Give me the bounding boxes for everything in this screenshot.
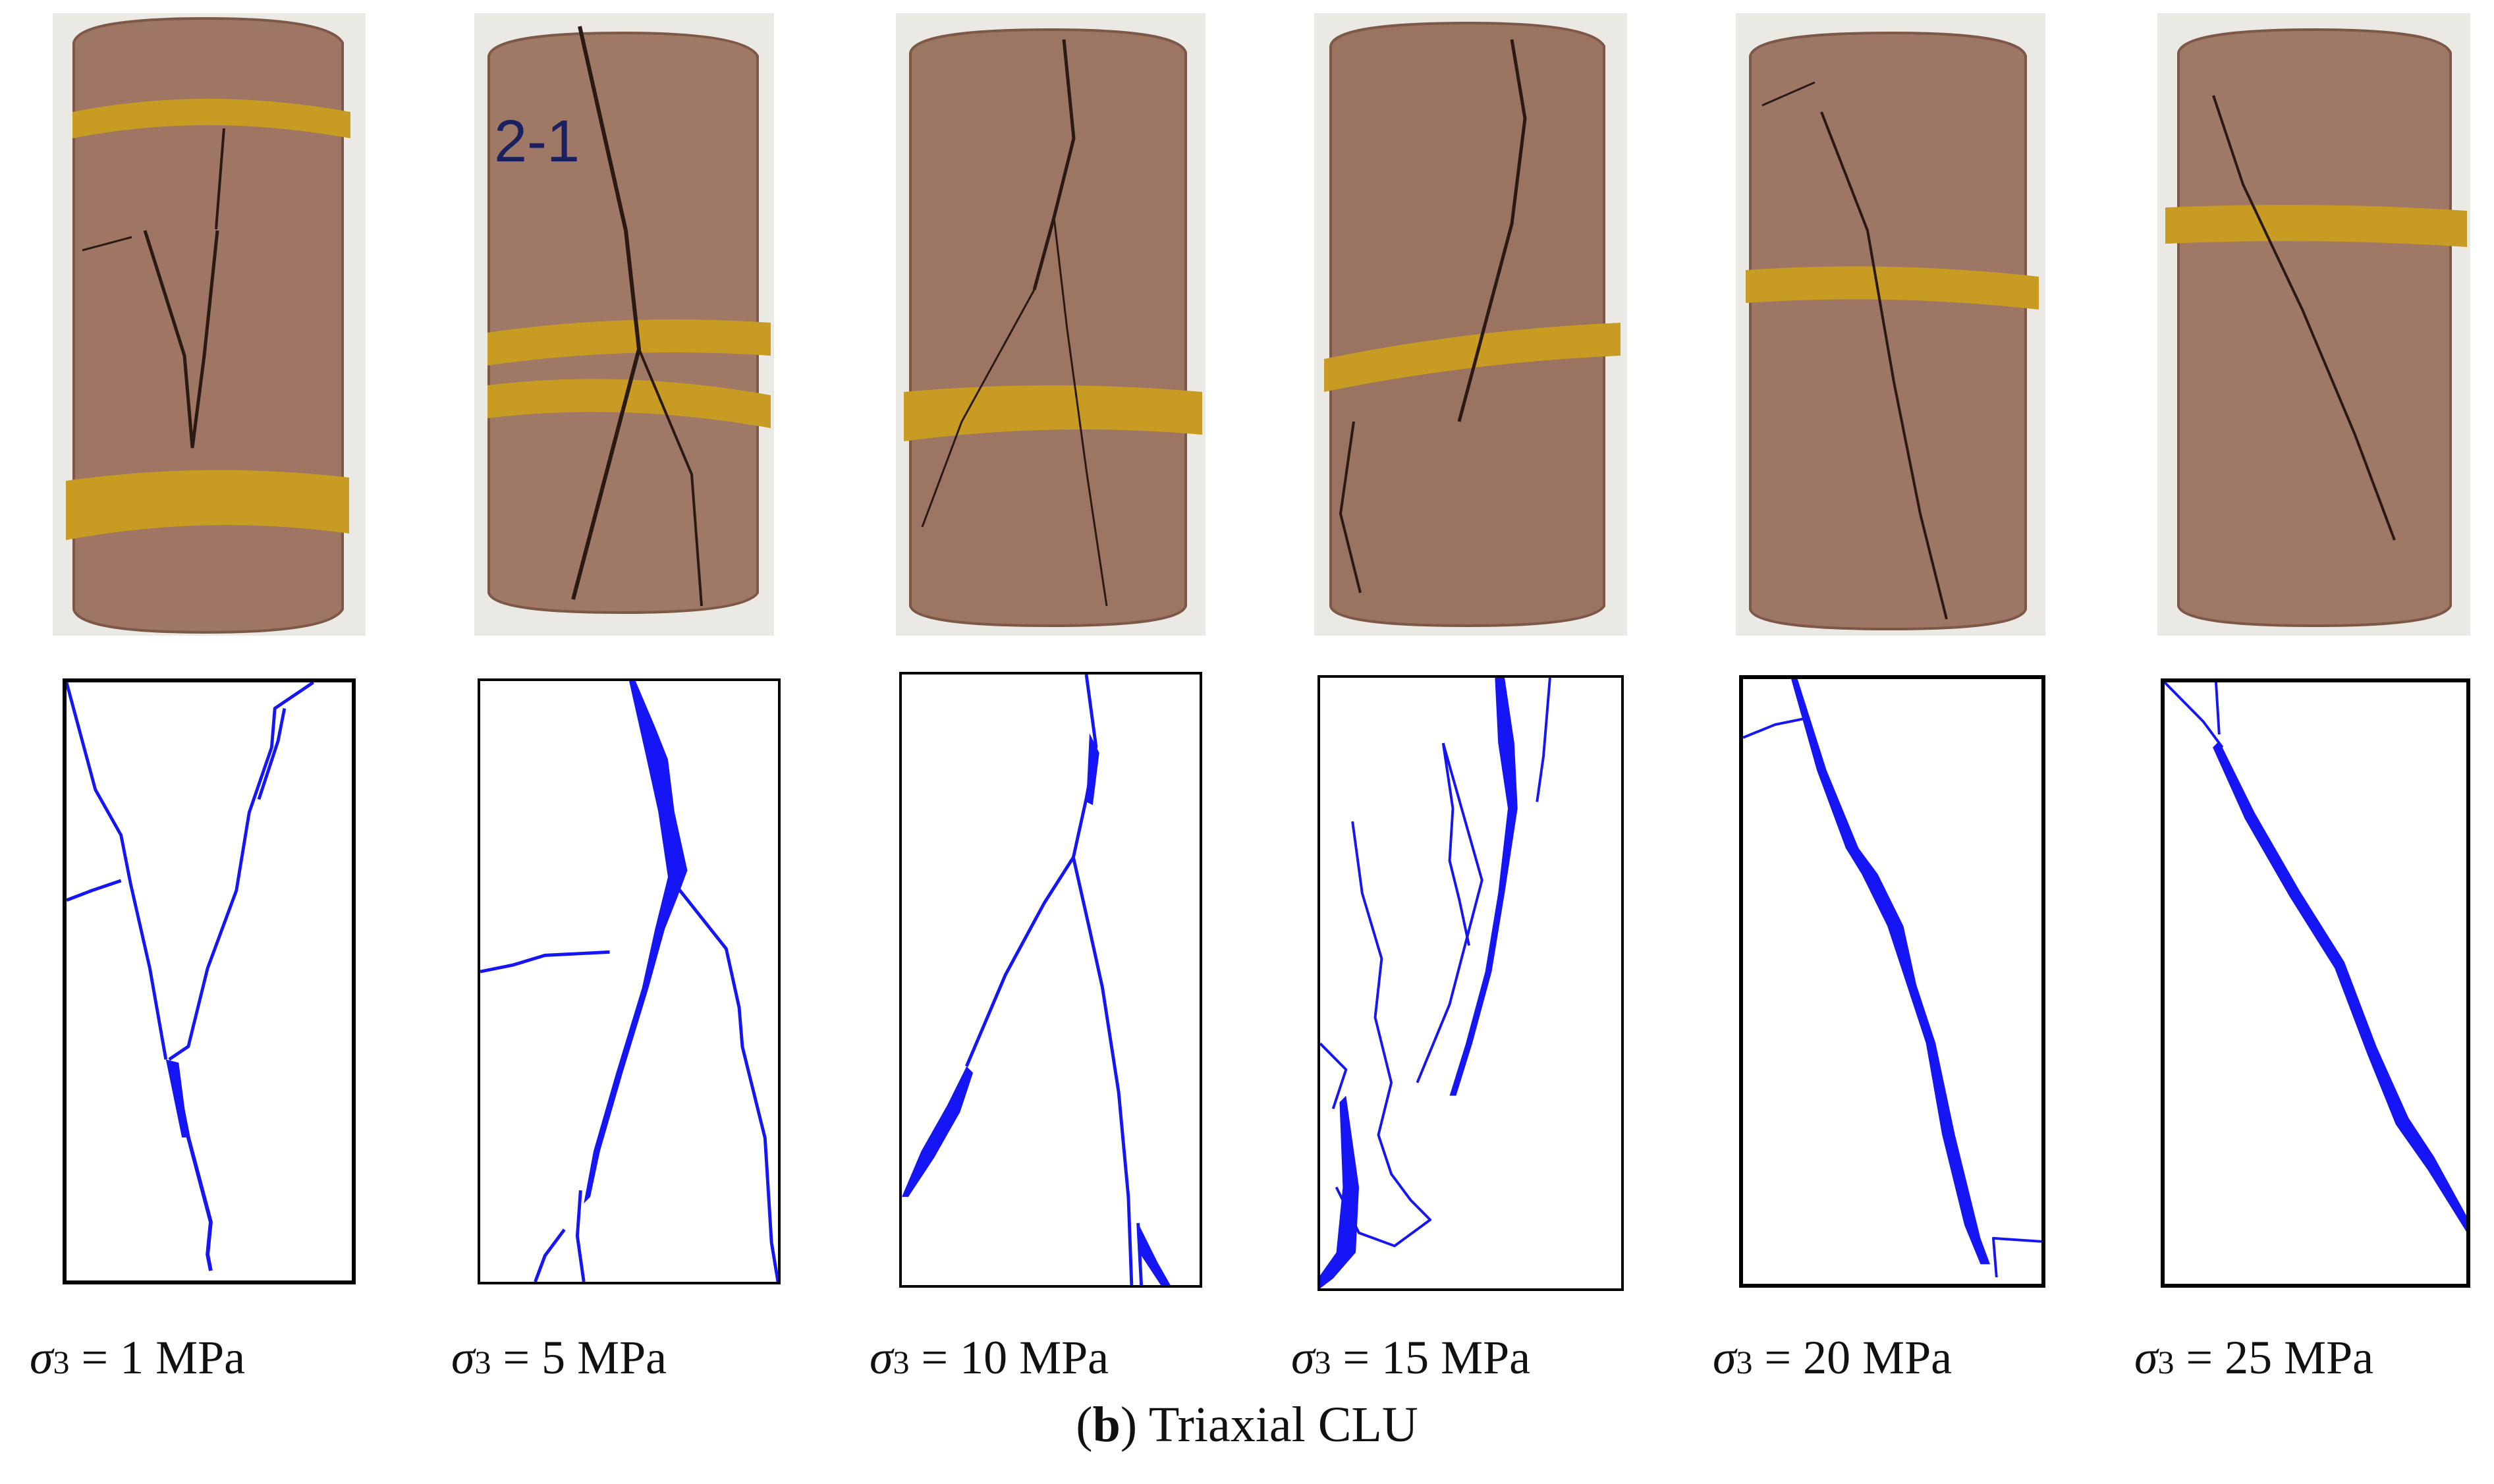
pressure-value: = 5 MPa xyxy=(503,1331,667,1384)
crack-sketch-1 xyxy=(63,678,356,1284)
sigma-subscript: 3 xyxy=(2157,1344,2175,1381)
sigma-symbol: σ xyxy=(30,1331,53,1384)
crack-sketch-6 xyxy=(2161,678,2470,1288)
crack-sketch-3 xyxy=(899,672,1202,1288)
specimen-photo-1 xyxy=(53,13,366,636)
specimen-id-marking: 2-1 xyxy=(494,109,580,175)
confining-pressure-label-1: σ3 = 1 MPa xyxy=(30,1334,245,1381)
confining-pressure-label-3: σ3 = 10 MPa xyxy=(870,1334,1109,1381)
confining-pressure-label-5: σ3 = 20 MPa xyxy=(1713,1334,1952,1381)
crack-sketch-5 xyxy=(1739,675,2045,1288)
pressure-value: = 10 MPa xyxy=(921,1331,1109,1384)
crack-sketch-4 xyxy=(1317,675,1624,1291)
confining-pressure-label-2: σ3 = 5 MPa xyxy=(451,1334,667,1381)
pressure-value: = 25 MPa xyxy=(2186,1331,2374,1384)
sigma-symbol: σ xyxy=(1291,1331,1315,1384)
sigma-subscript: 3 xyxy=(53,1344,70,1381)
sigma-symbol: σ xyxy=(2134,1331,2158,1384)
confining-pressure-label-6: σ3 = 25 MPa xyxy=(2134,1334,2373,1381)
specimen-photo-5 xyxy=(1736,13,2045,636)
specimen-photo-6 xyxy=(2157,13,2470,636)
pressure-value: = 1 MPa xyxy=(81,1331,246,1384)
sigma-symbol: σ xyxy=(870,1331,893,1384)
specimen-photo-2: 2-1 xyxy=(474,13,774,636)
crack-sketch-2 xyxy=(478,678,781,1284)
sigma-subscript: 3 xyxy=(1314,1344,1331,1381)
pressure-value: = 20 MPa xyxy=(1764,1331,1953,1384)
caption-text: Triaxial CLU xyxy=(1148,1397,1418,1452)
sigma-subscript: 3 xyxy=(1736,1344,1753,1381)
sigma-symbol: σ xyxy=(1713,1331,1736,1384)
pressure-value: = 15 MPa xyxy=(1343,1331,1531,1384)
sigma-subscript: 3 xyxy=(893,1344,910,1381)
sigma-symbol: σ xyxy=(451,1331,475,1384)
specimen-photo-3 xyxy=(896,13,1205,636)
specimen-photo-4 xyxy=(1314,13,1627,636)
caption-letter: b xyxy=(1092,1397,1121,1452)
figure-caption: (b) Triaxial CLU xyxy=(1076,1397,1418,1452)
confining-pressure-label-4: σ3 = 15 MPa xyxy=(1291,1334,1530,1381)
sigma-subscript: 3 xyxy=(474,1344,491,1381)
